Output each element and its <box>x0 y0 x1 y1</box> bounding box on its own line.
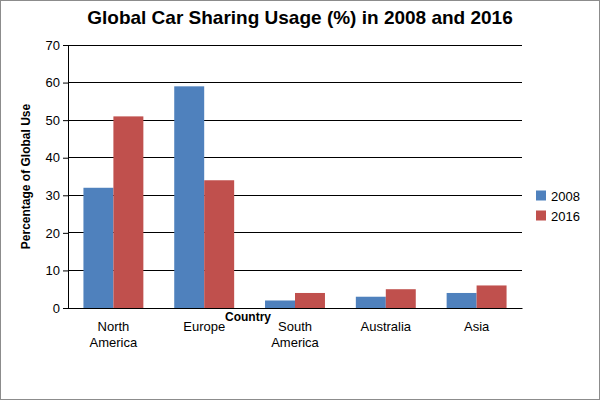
grid-line <box>68 82 522 83</box>
bar <box>83 188 113 308</box>
y-axis-line <box>68 46 69 309</box>
y-tick-mark <box>63 120 68 121</box>
x-tick-label: Europe <box>183 319 225 334</box>
y-tick-label: 30 <box>46 188 60 203</box>
x-tick-label: NorthAmerica <box>90 319 138 350</box>
bar <box>265 300 295 308</box>
x-tick: NorthAmerica <box>90 319 138 350</box>
grid <box>68 45 522 308</box>
x-tick: SouthAmerica <box>271 319 319 350</box>
plot: 0 10 20 30 40 50 60 70 NorthAmerica Europe SouthAm… <box>46 38 523 350</box>
y-axis-title: Percentage of Global Use <box>19 103 33 249</box>
bar <box>204 180 234 308</box>
x-tick: Europe <box>183 319 225 334</box>
bar-series <box>113 116 506 308</box>
bars <box>83 86 506 308</box>
y-tick: 10 <box>46 263 68 278</box>
y-tick-label: 10 <box>46 263 60 278</box>
chart-border <box>1 1 600 400</box>
y-tick: 70 <box>46 38 68 53</box>
legend-swatch <box>536 211 546 221</box>
x-tick-label: SouthAmerica <box>271 319 319 350</box>
legend-swatch <box>536 191 546 201</box>
bar-series <box>83 86 476 308</box>
x-tick-label: Asia <box>464 319 490 334</box>
bar <box>174 86 204 308</box>
bar <box>386 289 416 308</box>
bar <box>113 116 143 308</box>
y-tick-mark <box>63 158 68 159</box>
bar <box>356 297 386 308</box>
y-tick-label: 70 <box>46 38 60 53</box>
y-tick-mark <box>63 195 68 196</box>
y-tick: 40 <box>46 150 68 165</box>
y-tick: 60 <box>46 75 68 90</box>
legend-item: 2016 <box>536 209 580 224</box>
y-tick-label: 60 <box>46 75 60 90</box>
legend-item: 2008 <box>536 189 580 204</box>
bar <box>447 293 477 308</box>
y-tick-mark <box>63 233 68 234</box>
x-axis: NorthAmerica Europe SouthAmerica Australia A… <box>69 309 523 350</box>
legend-label: 2008 <box>551 189 580 204</box>
x-tick: Australia <box>361 319 412 334</box>
legend-label: 2016 <box>551 209 580 224</box>
y-tick-label: 20 <box>46 226 60 241</box>
y-tick: 30 <box>46 188 68 203</box>
x-axis-title: Country <box>225 310 271 324</box>
bar <box>477 285 507 308</box>
x-axis-line <box>69 308 523 309</box>
y-tick-mark <box>63 45 68 46</box>
y-tick: 50 <box>46 113 68 128</box>
y-tick-mark <box>63 83 68 84</box>
y-tick-mark <box>63 270 68 271</box>
y-axis: 0 10 20 30 40 50 60 70 <box>46 38 69 316</box>
legend: 2008 2016 <box>536 189 580 224</box>
y-tick: 20 <box>46 226 68 241</box>
x-tick: Asia <box>464 319 490 334</box>
y-tick: 0 <box>53 301 68 316</box>
title: Global Car Sharing Usage (%) in 2008 and… <box>87 7 513 28</box>
y-tick-label: 50 <box>46 113 60 128</box>
y-tick-mark <box>63 308 68 309</box>
bar <box>295 293 325 308</box>
grid-line <box>68 45 522 46</box>
y-tick-label: 0 <box>53 301 60 316</box>
chart: 0 10 20 30 40 50 60 70 NorthAmerica Europe SouthAm… <box>0 0 600 400</box>
x-tick-label: Australia <box>361 319 412 334</box>
y-tick-label: 40 <box>46 150 60 165</box>
